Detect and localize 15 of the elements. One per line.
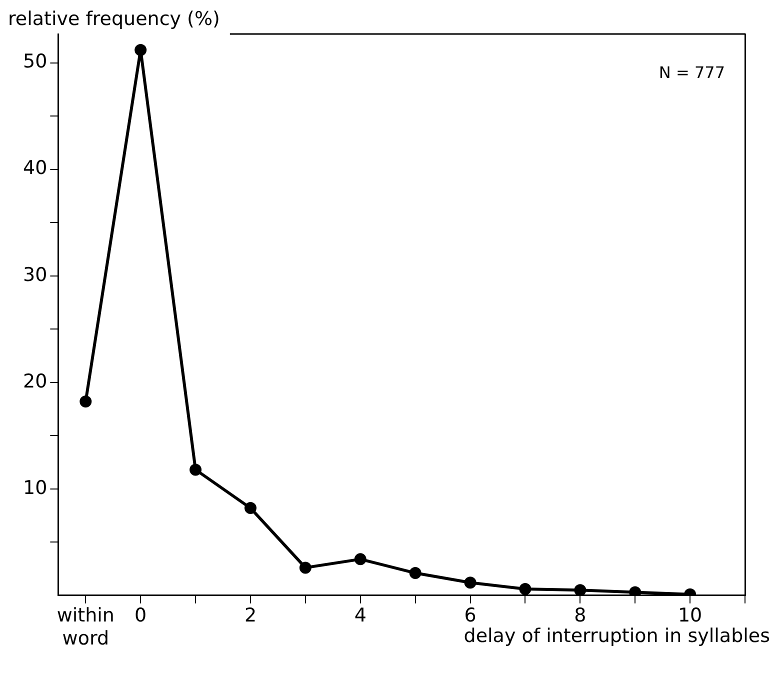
- x-tick-label: 4: [354, 604, 366, 627]
- x-tick-label: 2: [244, 604, 257, 627]
- x-tick-label: 10: [678, 604, 702, 627]
- x-tick-label: 6: [464, 604, 476, 627]
- x-tick-label: 8: [574, 604, 586, 627]
- y-axis-title: relative frequency (%): [8, 8, 220, 30]
- x-tick-label: 0: [134, 604, 147, 627]
- x-axis-title: delay of interruption in syllables: [464, 624, 770, 647]
- y-tick-label: 10: [22, 476, 48, 499]
- y-tick-label: 20: [22, 370, 48, 392]
- y-tick-label: 40: [22, 157, 48, 180]
- annotation: N = 777: [658, 63, 725, 82]
- x-tick-label: within word: [56, 604, 114, 650]
- y-tick-label: 50: [22, 50, 48, 73]
- y-tick-label: 30: [22, 264, 48, 286]
